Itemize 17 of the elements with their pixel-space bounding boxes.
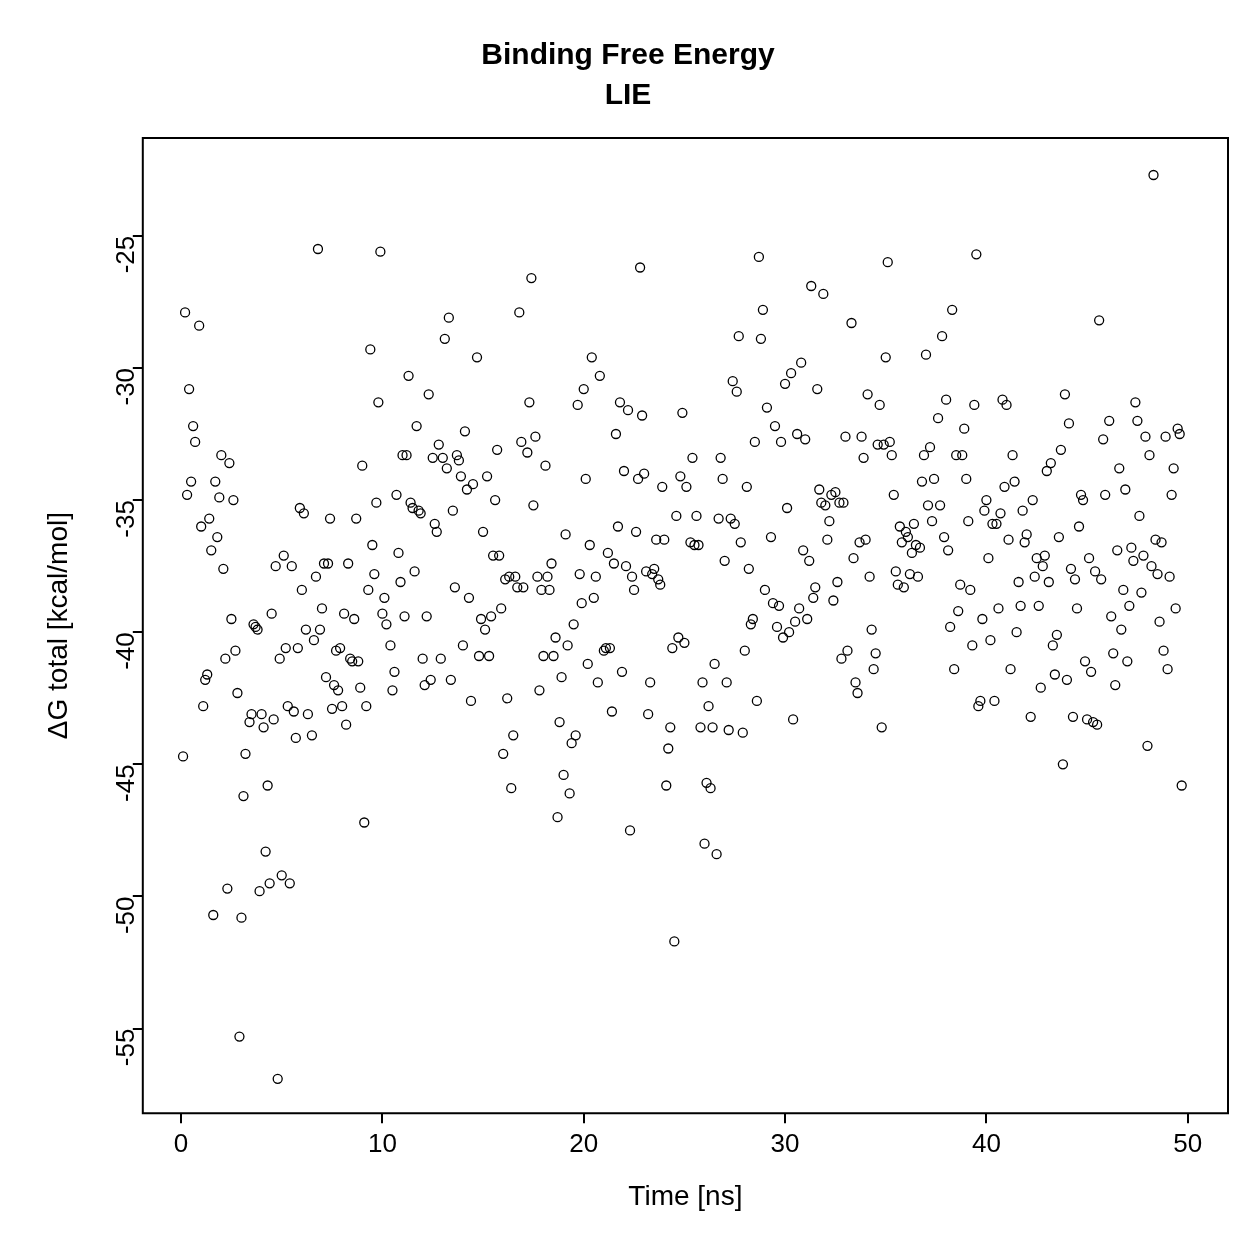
- x-axis-title: Time [ns]: [628, 1179, 743, 1211]
- y-tick-label: -55: [109, 1028, 140, 1067]
- y-tick-label: -35: [109, 500, 140, 538]
- chart-subtitle: LIE: [604, 77, 652, 111]
- y-axis-title: ΔG total [kcal/mol]: [41, 511, 73, 740]
- y-tick-label: -25: [109, 235, 140, 274]
- x-tick-label: 40: [971, 1127, 1001, 1158]
- x-tick-label: 0: [173, 1127, 189, 1158]
- chart-title: Binding Free Energy: [481, 37, 775, 71]
- x-tick-label: 50: [1173, 1127, 1203, 1158]
- y-tick-label: -40: [109, 632, 140, 670]
- y-tick-label: -45: [109, 764, 140, 802]
- y-tick-label: -50: [109, 896, 140, 935]
- x-tick-label: 10: [367, 1127, 397, 1158]
- y-tick-label: -30: [109, 367, 140, 406]
- x-tick-label: 30: [770, 1127, 800, 1158]
- x-tick-label: 20: [569, 1127, 599, 1158]
